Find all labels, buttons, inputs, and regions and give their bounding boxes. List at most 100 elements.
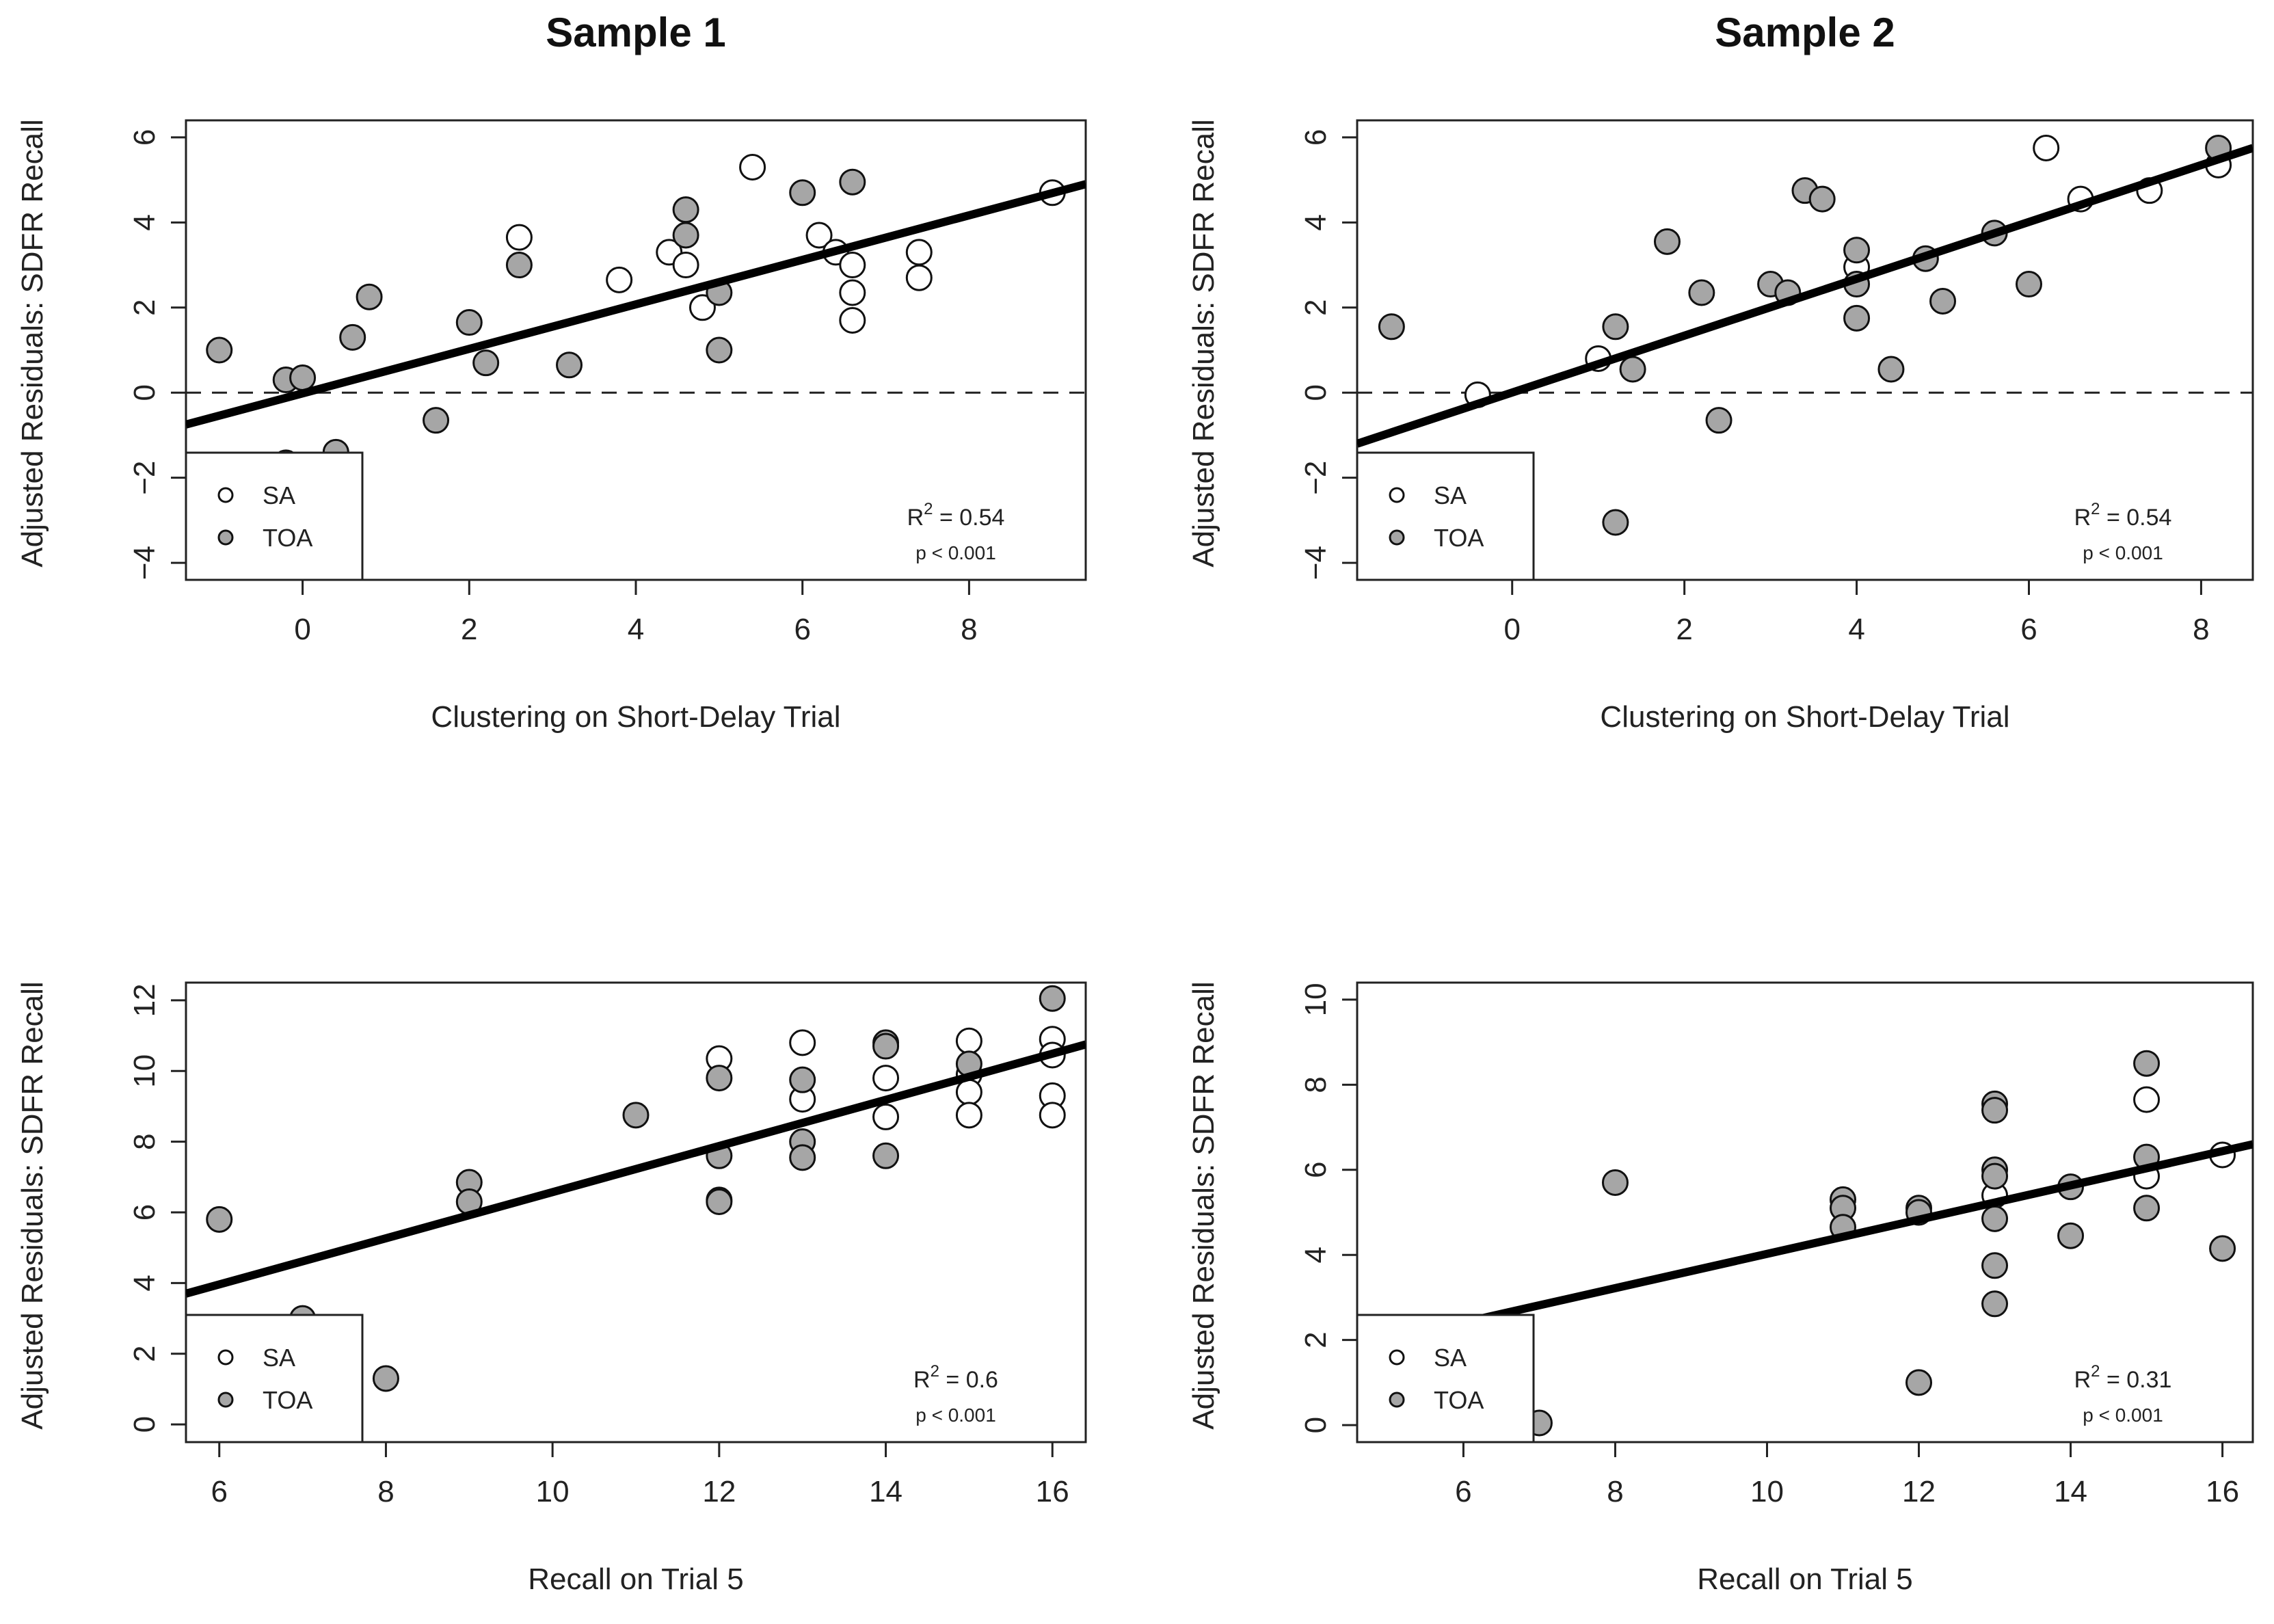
point-toa (1843, 237, 1871, 264)
x-tick-label: 2 (461, 613, 477, 646)
legend-marker-sa (1389, 1349, 1405, 1366)
x-tick-label: 8 (961, 613, 977, 646)
point-sa (2133, 1086, 2161, 1113)
point-toa (1981, 1252, 2009, 1279)
x-tick-label: 8 (1607, 1475, 1623, 1508)
point-toa (289, 364, 317, 391)
point-toa (206, 336, 233, 364)
legend-box (1356, 451, 1535, 581)
point-toa (2209, 1235, 2236, 1262)
y-tick-label: 8 (128, 1133, 161, 1149)
point-sa (955, 1027, 982, 1054)
x-tick-label: 6 (794, 613, 810, 646)
plot-area (186, 153, 1086, 477)
y-axis-label: Adjusted Residuals: SDFR Recall (1187, 119, 1220, 567)
point-toa (1981, 1162, 2009, 1190)
legend: SA TOA (1356, 1314, 1535, 1443)
regression-line (1357, 1140, 2253, 1350)
point-toa (2016, 271, 2042, 298)
point-sa (839, 306, 866, 334)
point-toa (1688, 279, 1715, 306)
y-tick-label: 4 (128, 1275, 161, 1291)
y-tick-label: 4 (1299, 214, 1333, 230)
y-tick-label: 4 (1299, 1247, 1333, 1263)
column-title-sample-2: Sample 2 (1715, 10, 1895, 55)
regression-line (186, 180, 1086, 429)
x-tick-label: 10 (536, 1475, 570, 1508)
point-toa (505, 252, 533, 279)
x-tick-label: 8 (377, 1475, 394, 1508)
point-sa (839, 252, 866, 279)
point-toa (556, 351, 583, 379)
x-tick-label: 14 (869, 1475, 902, 1508)
y-axis-label: Adjusted Residuals: SDFR Recall (1187, 981, 1220, 1429)
point-toa (672, 196, 699, 224)
point-toa (1843, 304, 1871, 332)
point-toa (1705, 407, 1733, 434)
x-tick-label: 6 (211, 1475, 227, 1508)
column-title-sample-1: Sample 1 (546, 10, 725, 55)
y-tick-label: −2 (128, 461, 161, 495)
point-toa (1905, 1369, 1933, 1396)
point-toa (1929, 287, 1957, 315)
y-tick-label: 2 (1299, 299, 1333, 316)
point-toa (622, 1102, 650, 1129)
legend: SA TOA (1356, 451, 1535, 581)
p-value-label: p < 0.001 (915, 542, 996, 563)
r-squared-label: R2 = 0.6 (913, 1362, 998, 1393)
point-toa (789, 1144, 816, 1171)
y-tick-label: 8 (1299, 1076, 1333, 1093)
legend-label-sa: SA (1434, 481, 1467, 509)
x-tick-label: 12 (1902, 1475, 1936, 1508)
y-axis-label: Adjusted Residuals: SDFR Recall (16, 981, 49, 1429)
plot-area (1357, 1050, 2253, 1437)
plot-area (186, 985, 1086, 1392)
y-tick-label: 0 (1299, 1417, 1333, 1433)
point-toa (2057, 1222, 2085, 1249)
point-toa (1039, 985, 1066, 1012)
r-squared-label: R2 = 0.54 (907, 500, 1005, 531)
point-toa (1602, 313, 1629, 341)
regression-line (186, 1040, 1086, 1298)
x-tick-label: 6 (2020, 613, 2037, 646)
legend-marker-sa (217, 487, 234, 503)
x-tick-label: 6 (1455, 1475, 1471, 1508)
panels: 0 2 4 6 8 −4 −2 0 2 4 6 Clustering on Short-Delay T… (16, 119, 2254, 1596)
legend: SA TOA (185, 451, 364, 581)
point-toa (2133, 1050, 2161, 1077)
y-tick-label: 2 (128, 299, 161, 316)
y-tick-label: −4 (128, 546, 161, 580)
legend: SA TOA (185, 1314, 364, 1443)
point-toa (672, 222, 699, 249)
y-tick-label: −4 (1299, 546, 1333, 580)
y-tick-label: 6 (1299, 129, 1333, 146)
point-toa (356, 283, 383, 310)
legend-label-sa: SA (1434, 1344, 1467, 1372)
point-toa (1619, 356, 1646, 383)
point-sa (805, 222, 833, 249)
point-sa (955, 1078, 982, 1106)
legend-box (1356, 1314, 1535, 1443)
legend-marker-toa (1389, 1392, 1405, 1408)
point-toa (1378, 313, 1405, 341)
y-axis-label: Adjusted Residuals: SDFR Recall (16, 119, 49, 567)
x-tick-label: 16 (1036, 1475, 1069, 1508)
panel-1: 0 2 4 6 8 −4 −2 0 2 4 6 Clustering on Short-Delay T… (16, 119, 1087, 734)
panel-3: 6 8 10 12 14 16 0 2 4 6 8 10 12 Recall on Trial 5 Adju… (16, 981, 1087, 1596)
point-toa (206, 1206, 233, 1233)
y-tick-label: 4 (128, 214, 161, 230)
legend-box (185, 1314, 364, 1443)
point-sa (739, 153, 766, 181)
y-tick-label: 0 (128, 1416, 161, 1433)
regression-line (1357, 144, 2253, 448)
x-axis-label: Recall on Trial 5 (1697, 1562, 1912, 1596)
point-sa (505, 224, 533, 251)
point-toa (872, 1142, 900, 1169)
point-toa (706, 1188, 733, 1215)
legend-marker-toa (1389, 529, 1405, 546)
point-toa (1981, 1205, 2009, 1232)
legend-marker-sa (1389, 487, 1405, 503)
point-sa (789, 1029, 816, 1056)
r-squared-label: R2 = 0.31 (2074, 1362, 2172, 1393)
